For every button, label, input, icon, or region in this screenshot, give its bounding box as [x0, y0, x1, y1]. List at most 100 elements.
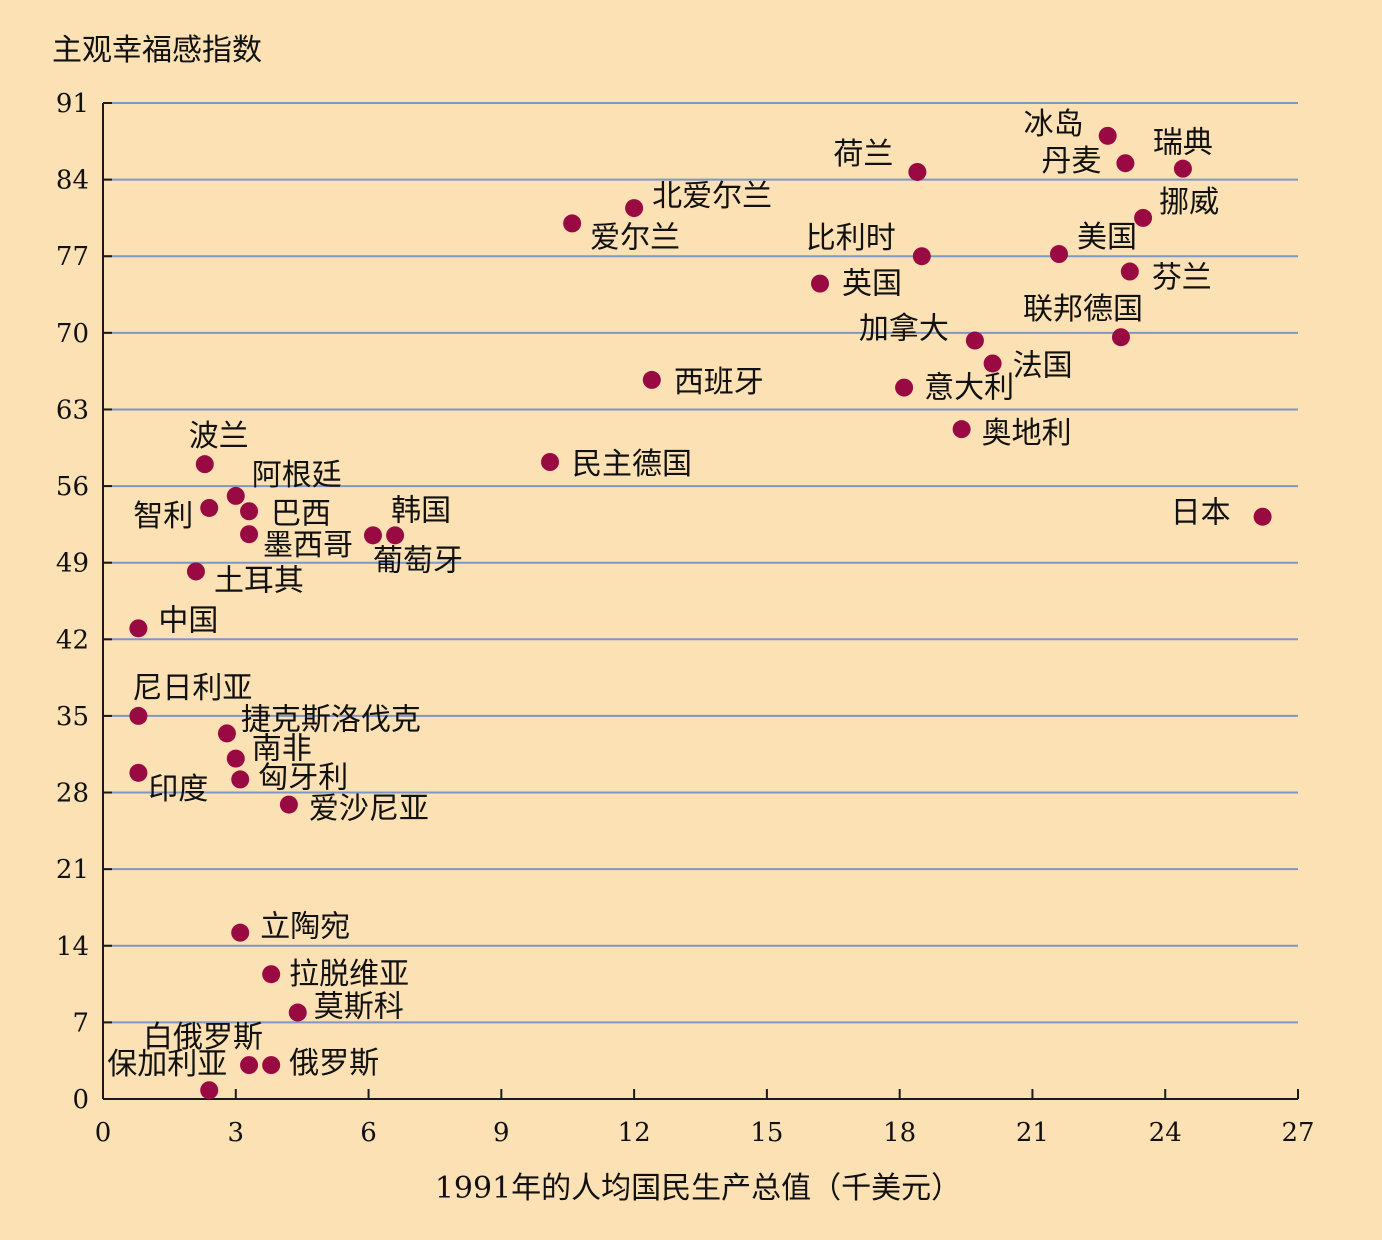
data-point: [1111, 328, 1130, 347]
data-point: [983, 354, 1002, 373]
data-point-label: 土耳其: [214, 563, 304, 598]
data-point: [541, 452, 560, 471]
data-point: [1098, 126, 1117, 145]
data-point-label: 加拿大: [859, 312, 949, 347]
data-point-label: 尼日利亚: [132, 671, 252, 706]
y-tick-label: 28: [56, 779, 89, 809]
data-point: [625, 199, 644, 218]
data-point-label: 奥地利: [982, 416, 1072, 451]
data-point-label: 民主德国: [572, 447, 692, 482]
data-point-label: 匈牙利: [258, 760, 348, 795]
y-tick-label: 42: [56, 625, 89, 655]
data-point-label: 俄罗斯: [289, 1046, 379, 1081]
data-point-label: 韩国: [391, 493, 451, 528]
data-point-label: 爱沙尼亚: [309, 792, 429, 827]
data-point-label: 法国: [1013, 348, 1073, 383]
data-point: [912, 247, 931, 266]
data-point-label: 波兰: [189, 419, 249, 454]
axes: [102, 102, 1299, 1100]
data-point-label: 英国: [842, 267, 902, 302]
data-point: [1253, 507, 1272, 526]
data-point: [231, 770, 250, 789]
data-point-label: 联邦德国: [1023, 292, 1143, 327]
data-point-label: 莫斯科: [314, 990, 404, 1025]
y-tick-label: 49: [56, 549, 89, 579]
data-point: [129, 706, 148, 725]
data-point-label: 丹麦: [1041, 144, 1101, 179]
data-point: [965, 331, 984, 350]
data-point: [226, 486, 245, 505]
y-tick-label: 91: [56, 89, 89, 119]
data-point: [895, 378, 914, 397]
data-point: [231, 923, 250, 942]
data-point: [240, 1056, 259, 1075]
data-point-label: 瑞典: [1153, 126, 1213, 161]
data-point: [563, 214, 582, 233]
tick-labels: 0 7 14 21 28 35 42 49 56 63 70 77 84 91 0 3 6 9 12 15 18 21 24…: [56, 89, 1315, 1148]
data-point-label: 白俄罗斯: [143, 1020, 263, 1055]
data-point: [386, 526, 405, 545]
x-tick-label: 12: [618, 1118, 651, 1148]
x-tick-label: 6: [360, 1118, 377, 1148]
data-point-label: 印度: [148, 772, 208, 807]
data-point: [279, 795, 298, 814]
y-tick-label: 63: [56, 395, 89, 425]
data-point: [217, 724, 236, 743]
data-point-label: 美国: [1077, 220, 1137, 255]
y-tick-label: 84: [56, 166, 89, 196]
data-point-label: 北爱尔兰: [652, 179, 772, 214]
x-tick-label: 18: [883, 1118, 916, 1148]
data-point-label: 葡萄牙: [373, 543, 463, 578]
data-point-label: 荷兰: [833, 137, 893, 172]
x-tick-label: 3: [228, 1118, 245, 1148]
data-point: [200, 498, 219, 517]
data-point: [1116, 154, 1135, 173]
data-point: [952, 420, 971, 439]
x-tick-label: 27: [1281, 1118, 1314, 1148]
x-tick-label: 21: [1016, 1118, 1049, 1148]
data-point-label: 日本: [1171, 496, 1231, 531]
data-point: [262, 1056, 281, 1075]
y-tick-label: 77: [56, 242, 89, 272]
data-point: [129, 619, 148, 638]
data-point: [240, 525, 259, 544]
data-point: [195, 455, 214, 474]
y-tick-label: 14: [56, 932, 89, 962]
data-point-label: 智利: [133, 499, 193, 534]
data-point: [908, 162, 927, 181]
y-tick-label: 21: [56, 855, 89, 885]
y-tick-label: 7: [72, 1008, 89, 1038]
x-tick-label: 24: [1149, 1118, 1182, 1148]
gridlines: [103, 102, 1298, 1024]
y-tick-label: 70: [56, 319, 89, 349]
y-axis-title: 主观幸福感指数: [52, 33, 262, 68]
data-point: [240, 502, 259, 521]
data-point-label: 冰岛: [1024, 107, 1084, 142]
x-tick-label: 9: [493, 1118, 510, 1148]
data-point: [811, 274, 829, 293]
x-tick-label: 0: [95, 1118, 112, 1148]
data-point-label: 阿根廷: [252, 458, 342, 493]
data-point-label: 中国: [158, 603, 218, 638]
data-point: [1134, 208, 1153, 227]
data-point: [363, 526, 382, 545]
data-point: [1050, 245, 1068, 264]
data-point: [226, 749, 245, 768]
data-point-label: 墨西哥: [263, 528, 353, 563]
data-point-label: 保加利亚: [107, 1047, 227, 1082]
data-point: [288, 1003, 307, 1022]
data-point-label: 南非: [252, 732, 312, 767]
data-point-label: 西班牙: [674, 365, 764, 400]
data-point: [262, 965, 281, 984]
data-point: [1173, 159, 1192, 178]
data-point-label: 巴西: [271, 496, 331, 531]
y-tick-label: 0: [72, 1085, 89, 1115]
x-tick-label: 15: [750, 1118, 783, 1148]
data-point-label: 爱尔兰: [590, 220, 680, 255]
data-point: [129, 763, 148, 782]
data-point-label: 芬兰: [1152, 261, 1212, 296]
y-tick-label: 56: [56, 472, 89, 502]
data-point-label: 比利时: [806, 221, 896, 256]
